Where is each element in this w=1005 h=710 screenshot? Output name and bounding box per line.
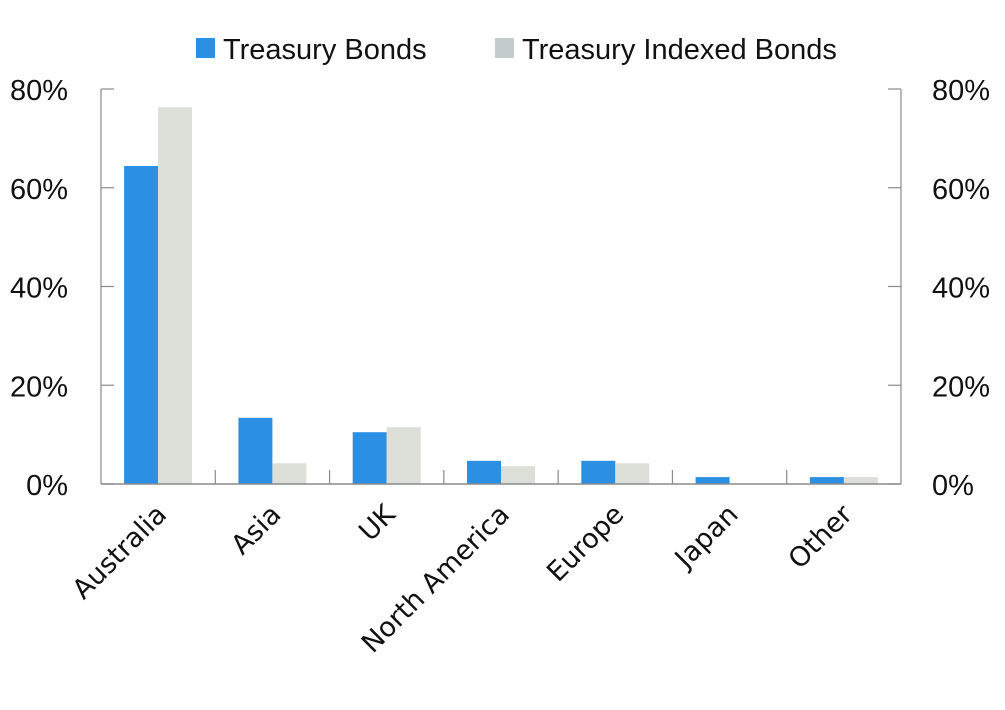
legend-swatch-icon (495, 38, 514, 58)
y-tick-label-left: 20% (10, 371, 68, 403)
legend-label: Treasury Indexed Bonds (522, 34, 837, 66)
legend-item-0: Treasury Bonds (196, 34, 427, 66)
x-tick-label: Japan (668, 499, 745, 576)
axes (100, 88, 902, 485)
bar-australia-0 (124, 166, 159, 484)
bar-europe-1 (615, 463, 650, 484)
y-tick-label-right: 60% (932, 174, 990, 206)
x-tick-label: Other (783, 498, 860, 575)
y-tick-label-left: 60% (10, 174, 68, 206)
legend-label: Treasury Bonds (223, 34, 427, 66)
bar-other-1 (843, 477, 878, 484)
legend-item-1: Treasury Indexed Bonds (495, 34, 837, 66)
bar-australia-1 (158, 107, 193, 485)
bar-asia-1 (272, 463, 307, 484)
bar-japan-0 (695, 477, 730, 484)
y-tick-label-left: 0% (26, 470, 68, 502)
x-tick-label: Asia (225, 499, 287, 561)
bar-north-america-0 (467, 460, 501, 484)
bar-other-0 (809, 477, 844, 484)
bar-asia-0 (238, 417, 273, 484)
y-tick-label-right: 20% (932, 371, 990, 403)
bars (124, 107, 878, 485)
bar-europe-0 (581, 460, 616, 484)
bar-north-america-1 (501, 466, 535, 484)
y-axis-right-labels: 0% 20% 40% 60% 80% (932, 75, 990, 502)
legend-swatch-icon (196, 38, 215, 58)
y-tick-label-right: 40% (932, 273, 990, 305)
y-tick-label-left: 80% (10, 75, 68, 107)
x-tick-label: Europe (541, 499, 630, 588)
y-tick-label-right: 0% (932, 470, 974, 502)
bar-uk-1 (386, 427, 421, 484)
y-tick-label-right: 80% (932, 75, 990, 107)
legend: Treasury Bonds Treasury Indexed Bonds (196, 34, 837, 66)
bar-uk-0 (352, 432, 387, 484)
x-tick-label: UK (353, 498, 402, 547)
y-tick-label-left: 40% (10, 273, 68, 305)
x-tick-label: Australia (67, 499, 173, 605)
y-axis-left-labels: 0% 20% 40% 60% 80% (10, 75, 68, 502)
